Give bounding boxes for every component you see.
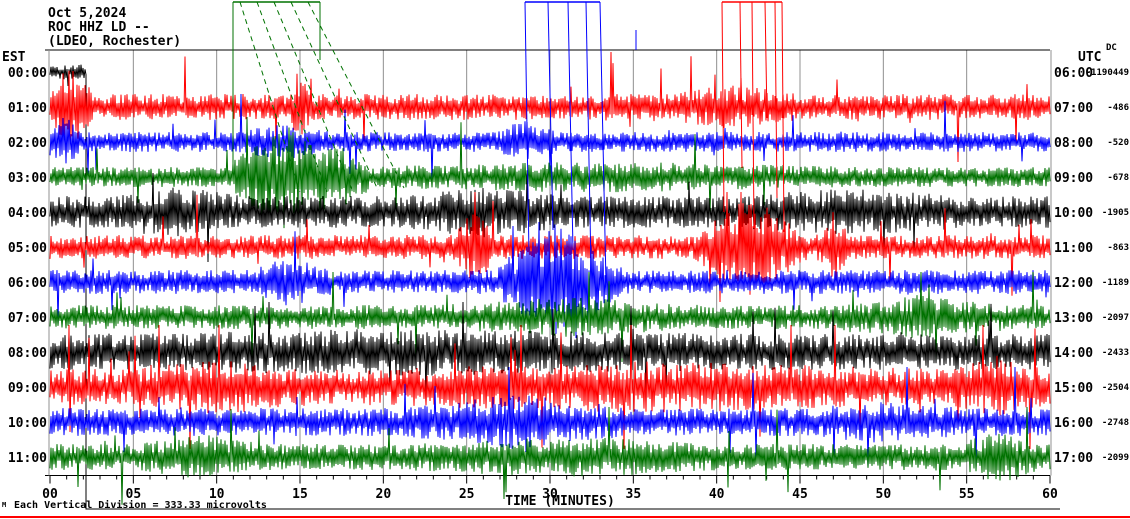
dc-value-row8: -2433 (1102, 348, 1129, 358)
corner-mark: M (2, 501, 6, 509)
red-offscale-event-line (721, 1, 725, 213)
utc-label-row9: 15:00 (1054, 381, 1093, 396)
green-offscale-event-line (307, 1, 405, 189)
dc-value-row3: -678 (1107, 173, 1129, 183)
est-label-row9: 09:00 (8, 381, 47, 396)
x-tick-label: 40 (709, 487, 725, 502)
blue-offscale-event-line (599, 1, 607, 284)
utc-label-row3: 09:00 (1054, 171, 1093, 186)
x-tick-label: 15 (292, 487, 308, 502)
trace-row8 (49, 301, 1051, 403)
x-tick-label: 25 (459, 487, 475, 502)
trace-row10 (49, 366, 1051, 469)
header-location: (LDEO, Rochester) (48, 34, 181, 49)
seismic-traces (49, 51, 1060, 510)
utc-label-row6: 12:00 (1054, 276, 1093, 291)
green-offscale-event (232, 1, 405, 193)
dc-value-row9: -2504 (1102, 383, 1130, 393)
offscale-markers (232, 1, 785, 284)
trace-row2 (49, 93, 1051, 182)
utc-label-row8: 14:00 (1054, 346, 1093, 361)
blue-offscale-event-line (585, 1, 592, 269)
red-offscale-event (721, 1, 785, 233)
x-tick-label: 55 (959, 487, 975, 502)
dc-value-row11: -2099 (1102, 453, 1129, 463)
x-tick-label: 35 (626, 487, 642, 502)
est-label-row11: 11:00 (8, 451, 47, 466)
x-tick-label: 10 (209, 487, 225, 502)
red-offscale-event-line (751, 1, 755, 229)
x-tick-label: 50 (876, 487, 892, 502)
green-offscale-event-line (256, 1, 328, 193)
x-tick-label: 60 (1042, 487, 1058, 502)
utc-label-row2: 08:00 (1054, 136, 1093, 151)
right-axis-sub-label: DC (1106, 43, 1117, 53)
trace-row1 (49, 51, 1051, 163)
blue-offscale-event-line (567, 1, 574, 251)
green-offscale-event-line (239, 1, 301, 193)
utc-label-row4: 10:00 (1054, 206, 1093, 221)
plot-frame (45, 49, 1052, 484)
dc-value-row5: -863 (1107, 243, 1129, 253)
header-date: Oct 5,2024 (48, 6, 126, 21)
x-axis-label: TIME (MINUTES) (505, 494, 615, 509)
est-label-row7: 07:00 (8, 311, 47, 326)
x-tick-label: 45 (792, 487, 808, 502)
dc-value-row0: -1190449 (1086, 68, 1129, 78)
trace-row0 (49, 64, 1060, 510)
right-axis-label: UTC (1078, 50, 1101, 65)
est-label-row5: 05:00 (8, 241, 47, 256)
x-tick-label: 00 (42, 487, 58, 502)
est-label-row10: 10:00 (8, 416, 47, 431)
blue-offscale-event-line (524, 1, 530, 256)
utc-label-row7: 13:00 (1054, 311, 1093, 326)
utc-label-row10: 16:00 (1054, 416, 1093, 431)
trace-row11 (49, 406, 1051, 505)
est-label-row0: 00:00 (8, 66, 47, 81)
blue-offscale-event (524, 1, 637, 284)
dc-value-row4: -1905 (1102, 208, 1129, 218)
red-offscale-event-line (764, 1, 768, 119)
est-label-row6: 06:00 (8, 276, 47, 291)
x-tick-label: 20 (376, 487, 392, 502)
est-label-row8: 08:00 (8, 346, 47, 361)
est-label-row1: 01:00 (8, 101, 47, 116)
trace-row4 (49, 172, 1051, 263)
dc-value-row6: -1189 (1102, 278, 1129, 288)
dc-value-row7: -2097 (1102, 313, 1129, 323)
est-label-row4: 04:00 (8, 206, 47, 221)
dc-value-row1: -486 (1107, 103, 1129, 113)
utc-label-row5: 11:00 (1054, 241, 1093, 256)
green-offscale-event-line (273, 1, 354, 193)
trace-row9 (49, 324, 1051, 450)
red-offscale-event-line (781, 1, 785, 233)
dc-value-row10: -2748 (1102, 418, 1129, 428)
left-axis-label: EST (2, 50, 26, 65)
utc-label-row11: 17:00 (1054, 451, 1093, 466)
red-offscale-event-line (739, 1, 743, 169)
est-label-row2: 02:00 (8, 136, 47, 151)
utc-label-row1: 07:00 (1054, 101, 1093, 116)
blue-offscale-event-line (547, 1, 554, 231)
trace-row7 (49, 271, 1051, 363)
x-tick-label: 30 (542, 487, 558, 502)
trace-row6 (49, 221, 1051, 339)
trace-row5 (49, 191, 1051, 303)
scale-note: Each Vertical Division = 333.33 microvol… (14, 499, 267, 511)
x-tick-label: 05 (126, 487, 142, 502)
dc-value-row2: -520 (1107, 138, 1129, 148)
red-offscale-event-line (774, 1, 778, 199)
est-label-row3: 03:00 (8, 171, 47, 186)
green-offscale-event-line (290, 1, 379, 191)
trace-row3 (49, 116, 1051, 229)
utc-label-row0: 06:00 (1054, 66, 1093, 81)
header-station: ROC HHZ LD -- (48, 20, 150, 35)
